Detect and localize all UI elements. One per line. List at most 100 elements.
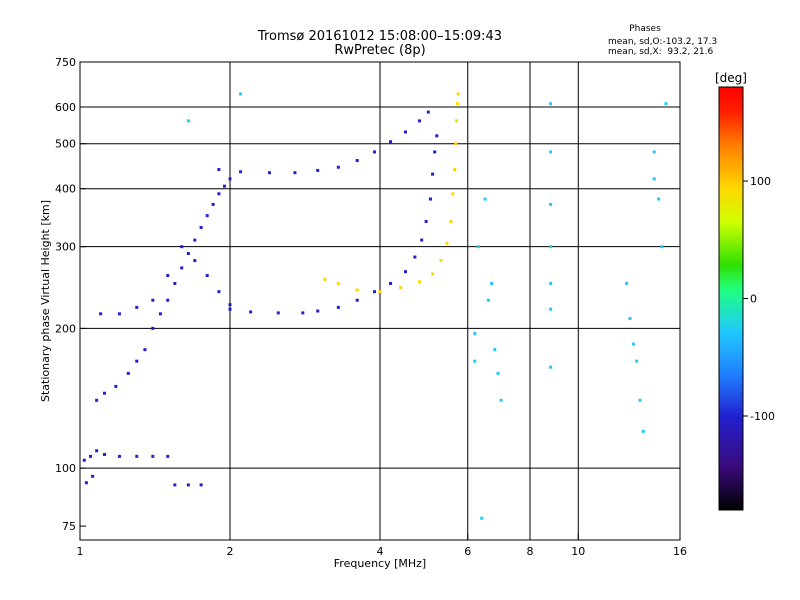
x-tick-label: 8	[527, 545, 534, 558]
echo-point	[267, 171, 271, 175]
echo-point	[449, 219, 453, 223]
echo-point	[657, 197, 661, 201]
echo-point	[228, 307, 232, 311]
echo-point	[433, 150, 437, 154]
echo-point	[166, 454, 170, 458]
colorbar-tick-label: 0	[750, 293, 757, 306]
echo-point	[336, 281, 340, 285]
axis-ticks: 1 2 4 6 8 10 16 75 100 200 300 400 500 600 750	[55, 56, 687, 558]
echo-point	[323, 277, 327, 281]
colorbar-tick-label: 100	[750, 175, 771, 188]
echo-point	[239, 170, 243, 174]
gridlines	[80, 62, 680, 540]
echo-point	[493, 348, 497, 352]
echo-point	[158, 312, 162, 316]
data-points	[82, 92, 668, 520]
x-tick-label: 6	[464, 545, 471, 558]
echo-point	[476, 245, 480, 249]
echo-point	[180, 245, 184, 249]
echo-point	[631, 342, 635, 346]
echo-point	[186, 119, 190, 123]
echo-point	[483, 197, 487, 201]
echo-point	[549, 307, 553, 311]
x-axis-label: Frequency [MHz]	[334, 557, 426, 570]
echo-point	[456, 92, 460, 96]
echo-point	[103, 452, 107, 456]
y-tick-label: 200	[55, 322, 76, 335]
echo-point	[355, 298, 359, 302]
echo-point	[638, 398, 642, 402]
echo-point	[186, 252, 190, 256]
phases-heading: Phases	[629, 24, 661, 34]
echo-point	[89, 454, 93, 458]
echo-point	[84, 481, 88, 485]
echo-point	[435, 134, 439, 138]
y-tick-label: 400	[55, 183, 76, 196]
y-tick-label: 75	[62, 520, 76, 533]
echo-point	[373, 150, 377, 154]
echo-point	[173, 483, 177, 487]
echo-point	[180, 266, 184, 270]
x-tick-label: 16	[673, 545, 687, 558]
echo-point	[451, 192, 455, 196]
echo-point	[99, 312, 103, 316]
echo-point	[205, 214, 209, 218]
echo-point	[239, 92, 243, 96]
echo-point	[625, 281, 629, 285]
colorbar	[718, 86, 744, 511]
echo-point	[228, 177, 232, 181]
echo-point	[635, 359, 639, 363]
echo-point	[455, 102, 459, 106]
echo-point	[301, 311, 305, 315]
echo-point	[549, 102, 553, 106]
echo-point	[166, 298, 170, 302]
echo-point	[445, 241, 449, 245]
echo-point	[439, 259, 443, 263]
echo-point	[186, 483, 190, 487]
echo-point	[117, 312, 121, 316]
echo-point	[151, 326, 155, 330]
echo-point	[114, 384, 118, 388]
echo-point	[473, 359, 477, 363]
echo-point	[389, 281, 393, 285]
echo-point	[316, 309, 320, 313]
x-tick-label: 1	[77, 545, 84, 558]
echo-point	[420, 238, 424, 242]
colorbar-tick-label: -100	[750, 410, 775, 423]
echo-point	[549, 150, 553, 154]
echo-point	[249, 310, 253, 314]
x-tick-label: 10	[571, 545, 585, 558]
echo-point	[151, 298, 155, 302]
echo-point	[293, 171, 297, 175]
echo-point	[499, 398, 503, 402]
echo-point	[403, 270, 407, 274]
echo-point	[355, 159, 359, 163]
echo-point	[143, 348, 147, 352]
y-tick-label: 100	[55, 462, 76, 475]
echo-point	[490, 281, 494, 285]
echo-point	[454, 142, 458, 146]
colorbar-label: [deg]	[715, 71, 747, 85]
echo-point	[336, 305, 340, 309]
echo-point	[428, 197, 432, 201]
echo-point	[117, 454, 121, 458]
echo-point	[473, 332, 477, 336]
echo-point	[199, 225, 203, 229]
x-tick-label: 2	[227, 545, 234, 558]
echo-point	[82, 458, 86, 462]
echo-point	[417, 280, 421, 284]
echo-point	[103, 391, 107, 395]
echo-point	[652, 177, 656, 181]
echo-point	[486, 298, 490, 302]
echo-point	[628, 317, 632, 321]
echo-point	[431, 272, 435, 276]
y-tick-label: 500	[55, 138, 76, 151]
echo-point	[389, 140, 393, 144]
echo-point	[228, 303, 232, 307]
echo-point	[217, 192, 221, 196]
y-tick-label: 750	[55, 56, 76, 69]
echo-point	[373, 290, 377, 294]
echo-point	[135, 305, 139, 309]
echo-point	[91, 474, 95, 478]
